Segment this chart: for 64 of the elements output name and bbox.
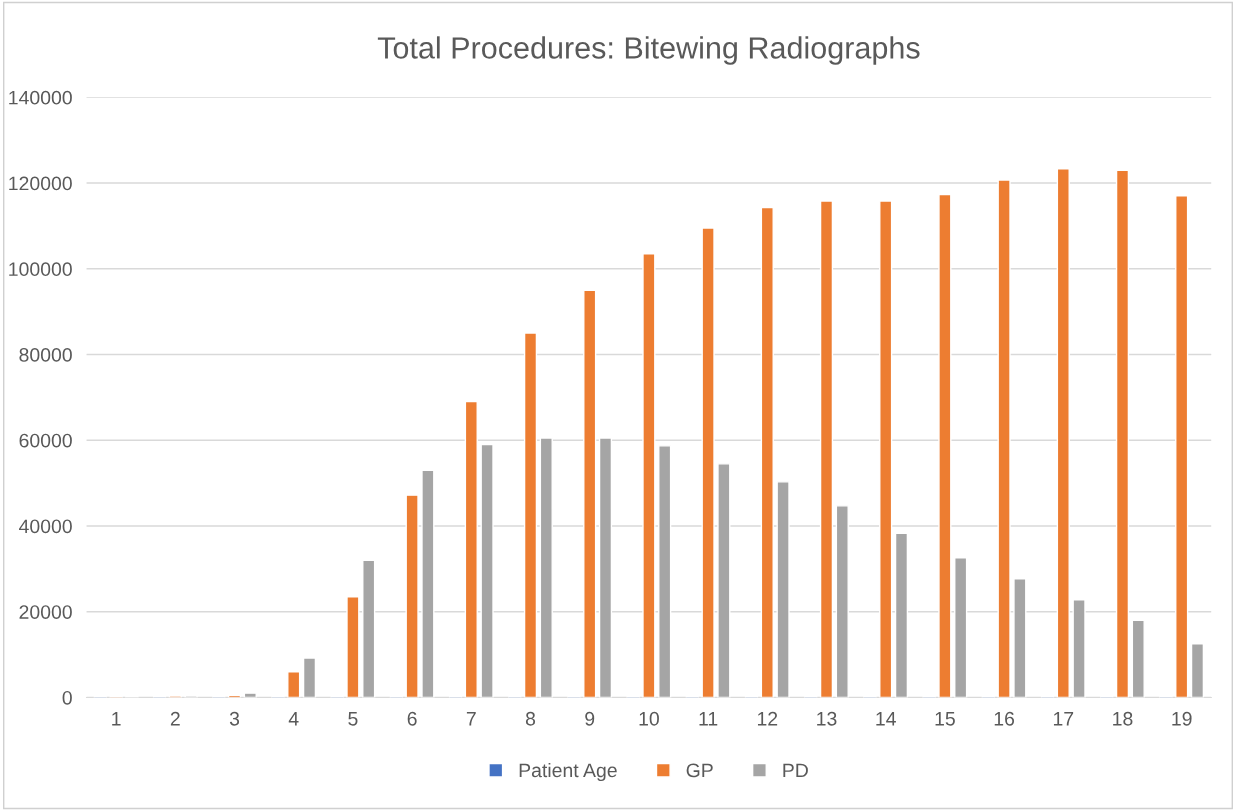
bar [1056,168,1070,698]
bar [287,671,301,698]
y-tick-label: 0 [62,690,72,705]
bar [523,332,538,698]
y-tick-label: 100000 [9,262,72,277]
legend-label: PD [783,763,808,778]
bar [938,193,952,698]
x-tick-label: 16 [994,711,1015,726]
bar [464,400,478,698]
x-tick-label: 19 [1172,711,1192,726]
bar [1175,195,1189,698]
bar [598,437,613,698]
legend-label: GP [686,763,713,778]
bar [954,557,968,698]
bar [1013,578,1027,698]
x-tick-label: 13 [817,711,837,726]
x-tick-label: 7 [466,712,476,726]
bar [480,443,494,698]
x-tick-label: 2 [170,711,180,726]
chart-title: Total Procedures: Bitewing Radiographs [377,36,920,65]
bar [405,494,419,698]
x-tick-label: 6 [407,711,417,726]
y-tick-label: 40000 [19,519,72,534]
x-tick-label: 18 [1113,711,1133,726]
y-tick-label: 120000 [9,176,72,191]
x-tick-label: 15 [935,712,955,726]
bar [717,463,731,698]
bar [346,596,360,698]
x-tick-label: 1 [112,712,121,726]
x-tick-label: 11 [699,712,718,726]
y-tick-label: 20000 [19,605,72,619]
bar [819,200,834,698]
y-tick-label: 80000 [19,347,72,362]
bar [302,657,317,698]
y-tick-label: 60000 [19,433,72,448]
bar [835,505,849,698]
bar [1072,599,1086,698]
x-tick-label: 12 [757,711,778,726]
bar [642,253,656,698]
bar [701,227,715,698]
x-tick-label: 3 [229,711,240,726]
bar [362,559,376,698]
legend-label: Patient Age [519,762,617,782]
bar [776,481,790,698]
y-tick-label: 140000 [9,90,72,105]
bar [539,437,553,698]
bar [760,206,774,698]
x-tick-label: 10 [639,711,659,726]
x-tick-label: 8 [525,711,536,726]
x-tick-label: 14 [876,712,896,726]
x-tick-label: 4 [288,712,299,726]
bar [1131,619,1145,698]
bar [421,469,435,698]
x-tick-label: 5 [348,712,358,726]
bar [1190,643,1205,698]
bar [894,532,909,698]
bar [997,179,1011,698]
x-tick-label: 17 [1053,712,1074,726]
x-tick-label: 9 [585,711,595,726]
bar [243,692,257,698]
bar [658,445,672,698]
bar [879,200,893,698]
bar [583,289,597,698]
bar [1115,169,1130,698]
